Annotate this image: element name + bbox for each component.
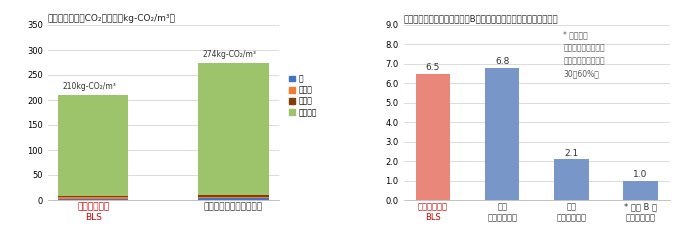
Bar <box>485 68 520 200</box>
Bar <box>199 195 269 196</box>
Bar <box>199 63 269 195</box>
Text: 274kg-CO₂/m³: 274kg-CO₂/m³ <box>203 50 256 59</box>
Bar <box>58 198 129 200</box>
Bar <box>58 95 129 196</box>
Bar <box>623 180 658 200</box>
Bar <box>58 197 129 198</box>
Bar <box>199 196 269 198</box>
Bar <box>58 196 129 197</box>
Bar <box>415 74 450 200</box>
Text: 6.5: 6.5 <box>426 63 440 72</box>
Bar <box>199 198 269 200</box>
Text: 210kg-CO₂/m³: 210kg-CO₂/m³ <box>62 82 116 91</box>
Text: * 代表的な
低炭素コンクリート
（高炉スラグ含有率
30～60%）: * 代表的な 低炭素コンクリート （高炉スラグ含有率 30～60%） <box>563 30 605 79</box>
Text: ひび割れ抵抗性の比率（高炉B種コンクリートを基準とする場合）: ひび割れ抵抗性の比率（高炉B種コンクリートを基準とする場合） <box>403 14 558 23</box>
Text: コンクリートのCO₂排出量（kg-CO₂/m³）: コンクリートのCO₂排出量（kg-CO₂/m³） <box>48 14 175 23</box>
Legend: 水, 粗骨材, 細骨材, セメント: 水, 粗骨材, 細骨材, セメント <box>288 72 318 118</box>
Text: 6.8: 6.8 <box>495 57 509 66</box>
Bar <box>554 159 589 200</box>
Text: 2.1: 2.1 <box>564 148 579 158</box>
Text: 1.0: 1.0 <box>633 170 647 179</box>
